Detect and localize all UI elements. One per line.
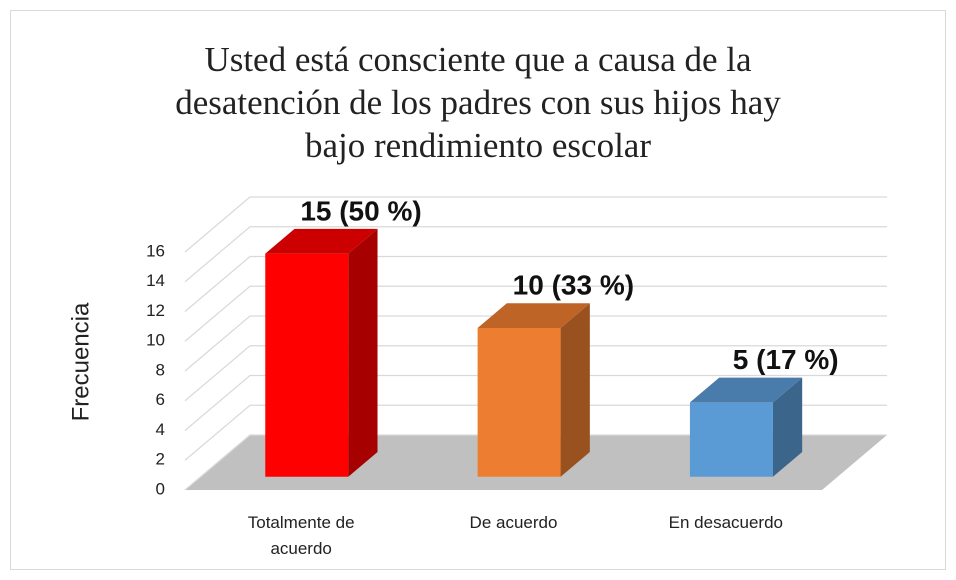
- grid-line: [184, 434, 887, 491]
- grid-line: [184, 374, 887, 431]
- y-axis-label: Frecuencia: [67, 302, 94, 421]
- bar-front: [689, 402, 773, 477]
- bar: [689, 377, 803, 477]
- value-label: 10 (33 %): [513, 270, 634, 301]
- y-tick-label: 2: [156, 450, 165, 469]
- y-tick-label: 8: [156, 360, 165, 379]
- bar: [477, 303, 590, 477]
- grid-line: [184, 255, 887, 312]
- y-tick-label: 6: [156, 390, 165, 409]
- grid-line: [184, 404, 887, 461]
- bar: [265, 228, 378, 477]
- grid-line: [184, 226, 887, 283]
- bar-top: [265, 228, 378, 254]
- grid-line: [184, 285, 887, 342]
- bar-side: [772, 377, 803, 477]
- y-tick-label: 4: [156, 420, 165, 439]
- bar-front: [265, 253, 349, 477]
- bar-side: [560, 303, 590, 477]
- grid-line: [184, 196, 887, 253]
- x-tick-label: De acuerdo: [469, 513, 558, 532]
- y-tick-label: 14: [146, 271, 165, 290]
- bar-front: [477, 328, 561, 477]
- y-tick-label: 0: [156, 479, 165, 498]
- grid-line: [184, 315, 887, 372]
- bar-side: [348, 228, 378, 477]
- x-tick-label: Totalmente de acuerdo: [247, 513, 355, 558]
- y-tick-label: 12: [146, 301, 165, 320]
- y-tick-label: 10: [146, 331, 165, 350]
- grid-line: [184, 345, 887, 402]
- chart-border: [10, 10, 946, 570]
- y-tick-label: 16: [146, 241, 165, 260]
- x-tick-label: En desacuerdo: [668, 513, 784, 532]
- bar-top: [477, 303, 590, 329]
- chart-title: Usted está consciente que a causa de la …: [175, 40, 781, 165]
- bar-top: [689, 377, 803, 403]
- value-label: 15 (50 %): [300, 195, 421, 226]
- value-label: 5 (17 %): [733, 344, 839, 375]
